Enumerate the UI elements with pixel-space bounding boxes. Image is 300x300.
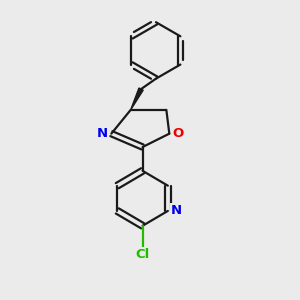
Polygon shape (131, 88, 143, 110)
Text: O: O (172, 127, 183, 140)
Text: Cl: Cl (135, 248, 150, 261)
Text: N: N (97, 127, 108, 140)
Text: N: N (171, 204, 182, 218)
